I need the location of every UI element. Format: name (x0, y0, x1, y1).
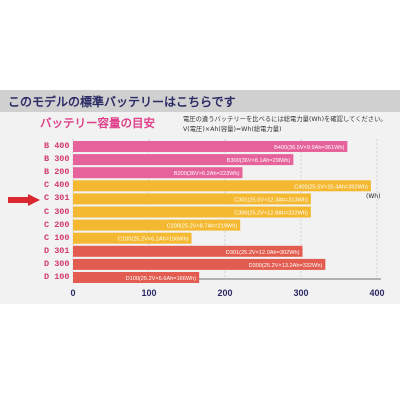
bar-data-label: D301(25.2V×12.0Ah=302Wh) (226, 250, 300, 256)
bar (73, 272, 200, 283)
bar-data-label: C200(25.2V×8.7Ah=219Wh) (167, 224, 238, 230)
bar-data-label: D100(25.2V×6.6Ah=166Wh) (126, 276, 197, 282)
bar (73, 219, 241, 231)
row-category-label: C 100 (44, 232, 70, 243)
bar (73, 258, 326, 270)
unit-label: (Wh) (366, 193, 381, 200)
bar-data-label: B400(36.5V×9.9Ah=361Wh) (274, 145, 344, 151)
x-tick-label: 0 (70, 288, 75, 298)
bar (73, 141, 348, 152)
bar (73, 154, 294, 166)
bar-data-label: B300(36V×8.1Ah=29lWh) (227, 158, 291, 164)
bar (73, 232, 192, 244)
page-title: このモデルの標準バッテリーはこちらです (8, 95, 236, 109)
x-tick-label: 200 (217, 288, 232, 298)
bar (73, 167, 243, 179)
bar (73, 193, 311, 205)
row-category-label: C 200 (44, 219, 70, 230)
note-line-2: V(電圧)×Ah(容量)=Wh(総電力量) (183, 126, 282, 133)
x-tick-label: 300 (293, 288, 308, 298)
x-tick-label: 400 (369, 288, 384, 298)
header-bar (0, 90, 400, 112)
bar-data-label: C301(25.5V×12.3Ah=313Wh) (234, 197, 308, 203)
row-category-label: B 200 (44, 167, 70, 178)
bar-data-label: C400(25.5V×15.4Ah=392Wh) (294, 184, 368, 190)
row-category-label: C 400 (44, 180, 70, 191)
row-category-label: C 300 (44, 206, 70, 217)
bar-data-label: D300(25.2V×13.2Ah=332Wh) (249, 263, 323, 269)
bar (73, 245, 303, 257)
row-category-label: D 301 (44, 245, 70, 256)
row-category-label: B 300 (44, 154, 70, 165)
x-tick-label: 100 (141, 288, 156, 298)
bar-data-label: C100(25.2V×6.2Ah=156Wh) (118, 237, 189, 243)
row-category-label: D 100 (44, 272, 70, 282)
row-category-label: D 300 (44, 258, 70, 269)
right-arrow-icon (8, 194, 40, 206)
note-line-1: 電圧の違うバッテリーを比べるには総電力量(Wh)を確認してください。 (183, 116, 387, 123)
row-category-label: C 301 (44, 193, 70, 204)
row-category-label: B 400 (44, 141, 70, 151)
bar-data-label: C300(25.2V×12.8Ah=322Wh) (234, 211, 308, 217)
bar (73, 180, 371, 192)
bar (73, 206, 311, 218)
bar-data-label: B200(36V×6.2Ah=223Wh) (174, 171, 240, 177)
chart-subtitle: バッテリー容量の目安 (40, 116, 155, 130)
